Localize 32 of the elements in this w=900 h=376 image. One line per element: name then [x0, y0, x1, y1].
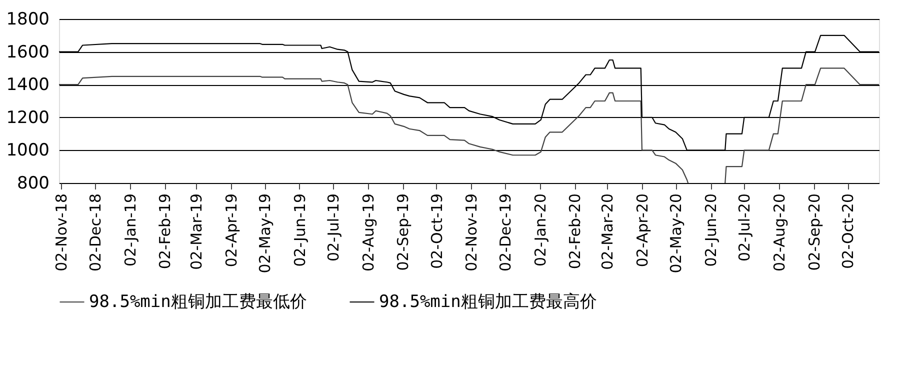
- x-tick-label: 02-Oct-20: [839, 194, 858, 269]
- y-tick-label: 1000: [6, 140, 50, 161]
- x-tick-label: 02-Jun-20: [702, 194, 720, 267]
- x-tick-label: 02-Jan-20: [531, 194, 550, 266]
- x-tick-label: 02-Feb-19: [156, 194, 174, 270]
- y-tick-label: 1600: [6, 42, 50, 62]
- x-tick-label: 02-Aug-20: [770, 194, 789, 272]
- x-tick-label: 02-Jul-20: [736, 194, 754, 262]
- y-tick-label: 1800: [6, 10, 50, 30]
- x-tick-label: 02-Dec-19: [496, 194, 514, 272]
- x-tick-label: 02-Sep-20: [805, 194, 824, 271]
- legend-label: 98.5%min粗铜加工费最高价: [379, 292, 597, 312]
- x-tick-label: 02-Aug-19: [359, 194, 378, 272]
- x-tick-label: 02-Sep-19: [394, 194, 412, 271]
- y-tick-label: 1400: [6, 75, 50, 96]
- x-tick-label: 02-Oct-19: [428, 194, 446, 269]
- x-tick-label: 02-Jun-19: [290, 194, 309, 267]
- x-tick-label: 02-Nov-18: [52, 194, 71, 272]
- x-tick-label: 02-Dec-18: [86, 194, 104, 272]
- x-tick-label: 02-Nov-19: [462, 194, 481, 272]
- x-tick-label: 02-Mar-19: [188, 194, 206, 270]
- x-tick-label: 02-Mar-20: [598, 194, 617, 270]
- y-tick-label: 800: [17, 174, 50, 194]
- x-tick-label: 02-Feb-20: [566, 194, 584, 270]
- y-tick-label: 1200: [6, 108, 50, 128]
- legend-label: 98.5%min粗铜加工费最低价: [89, 292, 307, 312]
- x-tick-label: 02-Jul-19: [324, 194, 343, 262]
- x-tick-label: 02-Apr-19: [222, 194, 240, 268]
- x-tick-label: 02-May-19: [256, 194, 274, 274]
- x-tick-label: 02-Apr-20: [633, 194, 652, 268]
- x-tick-label: 02-Jan-19: [121, 194, 140, 266]
- x-tick-label: 02-May-20: [667, 194, 686, 274]
